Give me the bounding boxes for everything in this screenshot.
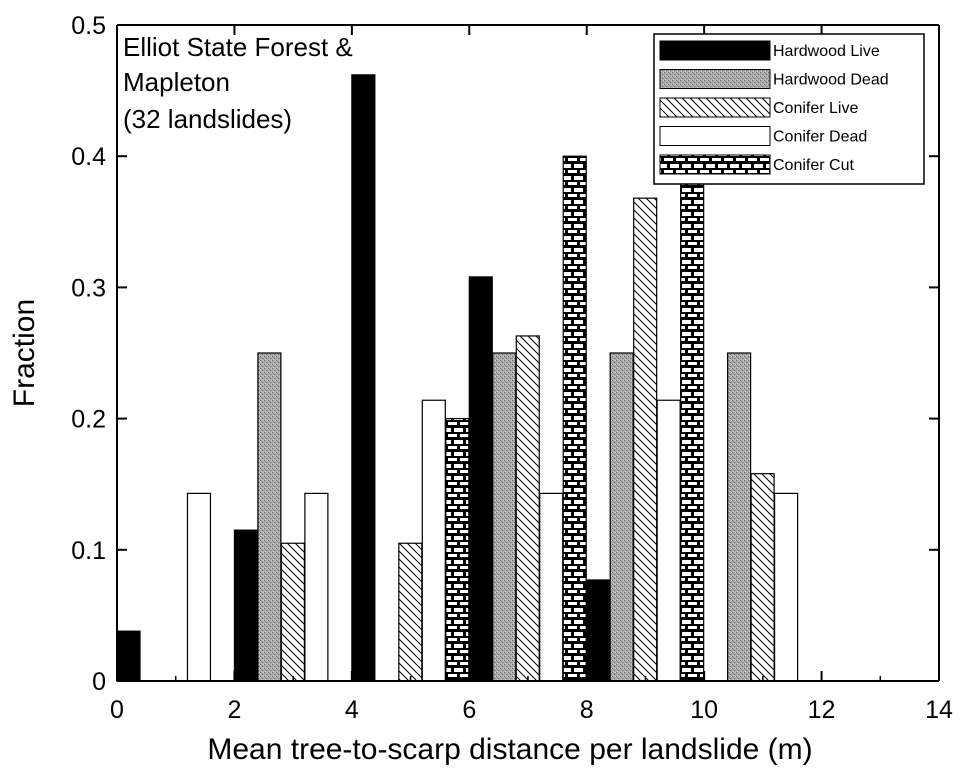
legend-swatch-conifer-cut [659, 154, 771, 175]
bar-conifer-dead-bin-2 [421, 399, 446, 682]
bar-conifer-live-bin-4 [633, 197, 658, 682]
axes [116, 24, 940, 682]
x-tick-label: 2 [227, 696, 241, 724]
annotation: Elliot State Forest & Mapleton (32 lands… [123, 32, 353, 134]
bar-hardwood-dead-bin-1 [257, 352, 282, 682]
x-tick-label: 14 [925, 696, 953, 724]
legend-swatch-conifer-dead [659, 126, 771, 146]
bar-conifer-dead-bin-1 [304, 492, 329, 682]
legend-label-hardwood-dead: Hardwood Dead [773, 72, 889, 89]
legend-label-conifer-dead: Conifer Dead [773, 129, 867, 146]
y-tick-label: 0.3 [71, 274, 106, 302]
annotation-line-3: (32 landslides) [123, 104, 292, 134]
bar-conifer-dead-bin-5 [773, 492, 799, 682]
legend-label-hardwood-live: Hardwood Live [773, 43, 880, 60]
y-tick-label: 0.2 [71, 406, 106, 434]
bar-conifer-dead-bin-4 [656, 399, 681, 682]
x-tick-label: 8 [580, 696, 594, 724]
bar-hardwood-dead-bin-3 [492, 352, 517, 682]
bar-hardwood-live-bin-3 [468, 276, 493, 682]
ticks: 0 2 4 6 8 10 12 14 0 0.1 0.2 0.3 0.4 0.5 [71, 12, 953, 724]
bar-conifer-cut-bin-4 [680, 155, 705, 682]
bar-conifer-dead-bin-3 [539, 492, 564, 682]
bar-hardwood-live-bin-4 [586, 579, 611, 682]
legend-label-conifer-cut: Conifer Cut [773, 157, 854, 174]
legend-swatch-hardwood-dead [659, 69, 771, 89]
y-tick-label: 0.4 [71, 143, 106, 171]
y-tick-label: 0 [92, 668, 106, 696]
bar-conifer-live-bin-2 [398, 542, 423, 682]
bar-conifer-live-bin-3 [515, 335, 540, 682]
bar-hardwood-live-bin-1 [233, 529, 259, 682]
bar-conifer-cut-bin-3 [562, 155, 587, 682]
y-tick-label: 0.1 [71, 537, 106, 565]
legend-swatch-conifer-live [659, 97, 771, 118]
bar-hardwood-live-bin-0 [116, 630, 141, 682]
bar-hardwood-live-bin-2 [351, 74, 376, 682]
legend-swatch-hardwood-live [659, 40, 771, 61]
annotation-line-2: Mapleton [123, 67, 230, 97]
bar-conifer-live-bin-1 [280, 542, 305, 682]
annotation-line-1: Elliot State Forest & [123, 32, 353, 62]
y-axis-title: Fraction [8, 299, 41, 407]
x-tick-label: 10 [690, 696, 718, 724]
x-tick-label: 0 [110, 696, 124, 724]
x-tick-label: 6 [462, 696, 476, 724]
x-tick-label: 4 [345, 696, 359, 724]
x-axis-title: Mean tree-to-scarp distance per landslid… [207, 733, 812, 766]
bar-conifer-live-bin-5 [750, 473, 775, 682]
legend-label-conifer-live: Conifer Live [773, 100, 858, 117]
bar-conifer-cut-bin-2 [445, 418, 470, 682]
y-tick-label: 0.5 [71, 12, 106, 40]
legend: Hardwood Live Hardwood Dead Conifer Live Co… [653, 33, 925, 185]
x-tick-label: 12 [808, 696, 836, 724]
bar-hardwood-dead-bin-5 [727, 352, 752, 682]
bar-conifer-dead-bin-0 [186, 492, 212, 682]
bar-hardwood-dead-bin-4 [609, 352, 634, 682]
